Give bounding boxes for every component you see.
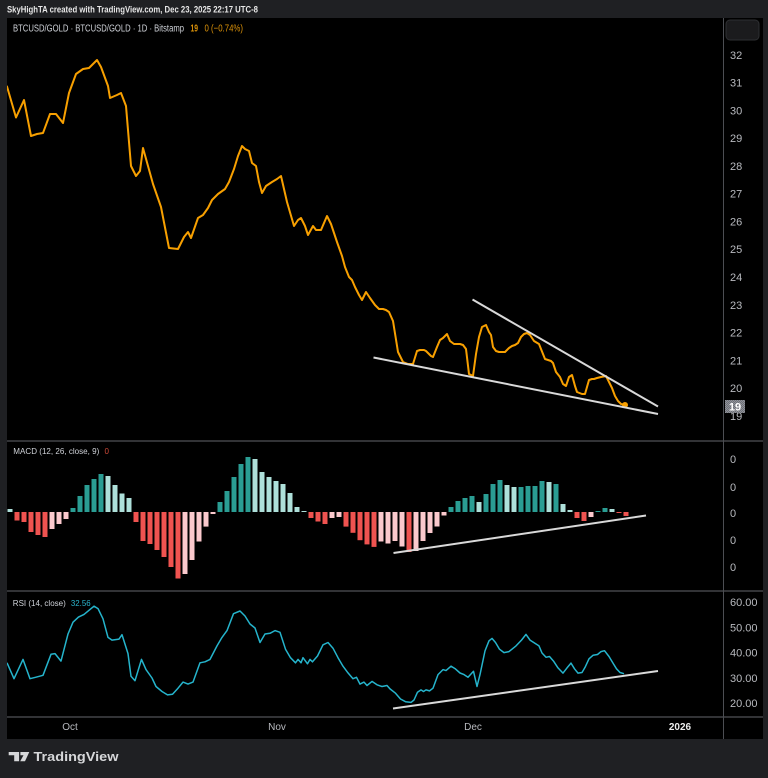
svg-text:27: 27 (730, 189, 742, 201)
svg-text:BTCUSD/GOLD · BTCUSD/GOLD · 1D: BTCUSD/GOLD · BTCUSD/GOLD · 1D · Bitstam… (13, 24, 184, 35)
svg-text:0: 0 (730, 535, 736, 547)
svg-text:30: 30 (730, 105, 742, 117)
svg-text:2026: 2026 (669, 722, 692, 733)
svg-text:0: 0 (730, 454, 736, 466)
svg-text:0 (−0.74%): 0 (−0.74%) (205, 24, 244, 35)
svg-text:40.00: 40.00 (730, 648, 758, 660)
svg-text:MACD (12, 26, close, 9): MACD (12, 26, close, 9) (13, 447, 99, 456)
svg-text:23: 23 (730, 300, 742, 312)
svg-text:RSI (14, close): RSI (14, close) (13, 599, 66, 608)
svg-text:SkyHighTA created with Trading: SkyHighTA created with TradingView.com, … (7, 5, 258, 16)
svg-text:28: 28 (730, 161, 742, 173)
svg-text:20: 20 (730, 383, 742, 395)
svg-text:0: 0 (730, 562, 736, 574)
svg-text:26: 26 (730, 216, 742, 228)
svg-text:Nov: Nov (268, 722, 286, 733)
svg-text:0: 0 (730, 482, 736, 494)
svg-text:19: 19 (730, 411, 742, 423)
svg-text:0: 0 (730, 508, 736, 520)
svg-text:32.56: 32.56 (71, 599, 91, 608)
svg-text:31: 31 (730, 78, 742, 90)
svg-text:22: 22 (730, 328, 742, 340)
svg-text:19: 19 (729, 402, 741, 414)
svg-text:20.00: 20.00 (730, 698, 758, 710)
svg-text:Dec: Dec (464, 722, 482, 733)
svg-text:32: 32 (730, 50, 742, 62)
svg-text:60.00: 60.00 (730, 597, 758, 609)
svg-text:25: 25 (730, 244, 742, 256)
svg-text:50.00: 50.00 (730, 622, 758, 634)
svg-text:21: 21 (730, 355, 742, 367)
svg-text:19: 19 (191, 24, 199, 35)
svg-text:24: 24 (730, 272, 742, 284)
svg-text:TradingView: TradingView (34, 749, 120, 764)
svg-text:29: 29 (730, 133, 742, 145)
svg-text:Oct: Oct (62, 722, 78, 733)
svg-text:0: 0 (105, 447, 110, 456)
svg-text:30.00: 30.00 (730, 673, 758, 685)
